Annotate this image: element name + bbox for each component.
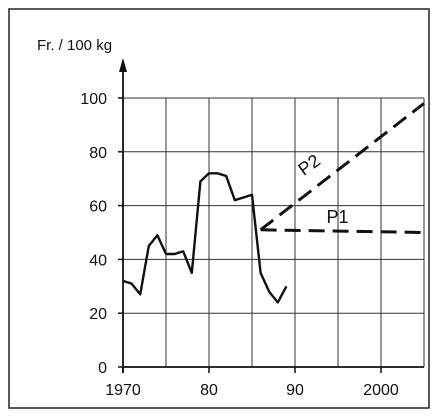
- y-tick-label: 0: [98, 360, 107, 377]
- y-axis-arrow: [119, 58, 127, 72]
- y-axis-label: Fr. / 100 kg: [37, 37, 112, 54]
- y-tick-label: 40: [89, 252, 107, 269]
- series-line-history: [122, 172, 288, 304]
- series-label-p2: P2: [294, 150, 324, 179]
- y-tick-label: 60: [89, 199, 107, 216]
- x-tick-label: 2000: [363, 382, 399, 399]
- outer-border: [8, 8, 430, 409]
- x-tick-label: 1970: [105, 382, 141, 399]
- y-tick-label: 100: [80, 91, 107, 108]
- y-tick-label: 20: [89, 306, 107, 323]
- series-line-p1: [260, 228, 425, 234]
- x-tick-label: 90: [286, 382, 304, 399]
- series-label-p1: P1: [327, 207, 349, 227]
- x-tick-label: 80: [200, 382, 218, 399]
- series-line-p2: [259, 102, 425, 231]
- y-tick-label: 80: [89, 145, 107, 162]
